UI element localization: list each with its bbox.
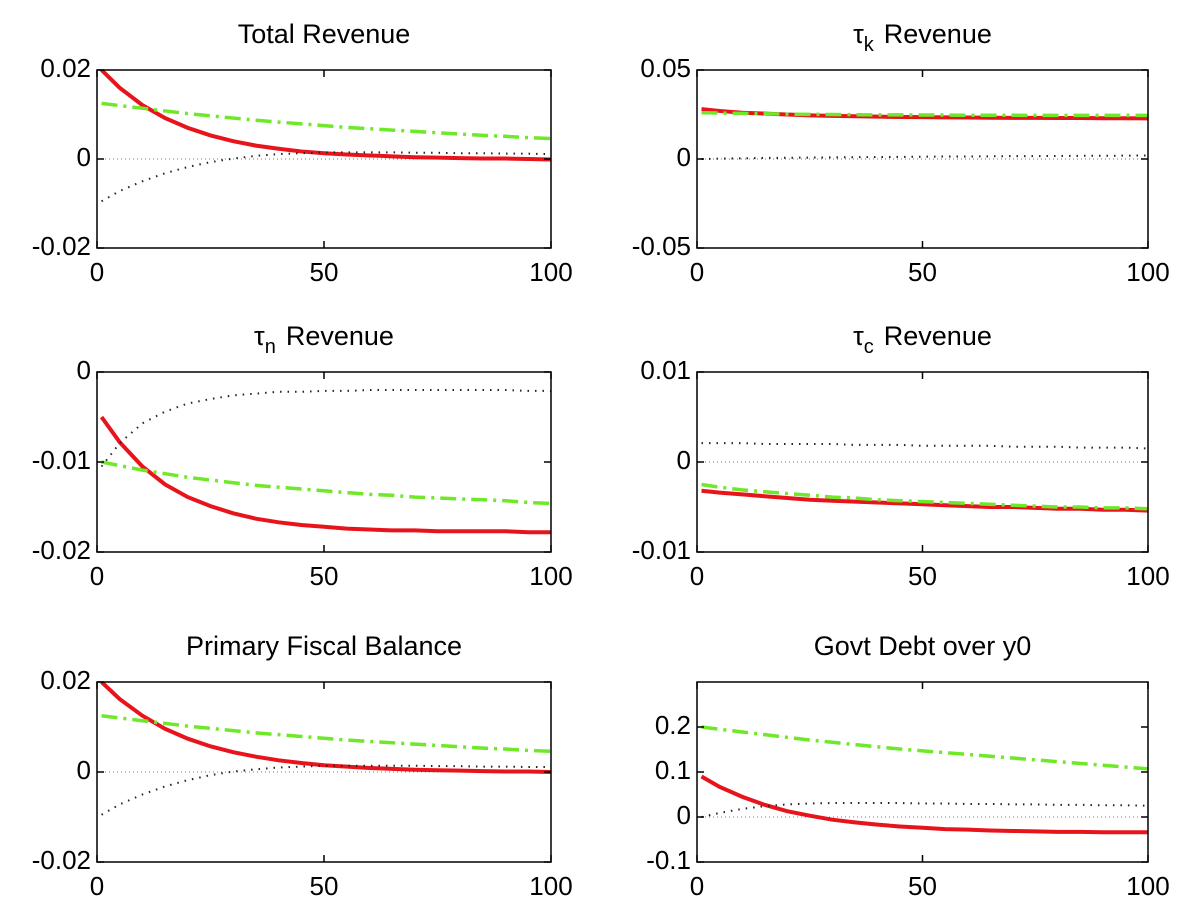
subplot-title: τk Revenue (853, 19, 992, 56)
y-tick-label: 0 (77, 755, 91, 785)
x-tick-label: 0 (690, 561, 704, 591)
y-tick-label: -0.01 (32, 445, 91, 475)
line-series (701, 488, 1148, 513)
y-tick-label: -0.02 (32, 231, 91, 261)
title-symbol: τ (853, 19, 864, 49)
y-tick-label: 0.1 (655, 755, 691, 785)
title-subscript: n (265, 336, 276, 358)
y-tick-label: 0 (77, 142, 91, 172)
y-tick-label: 0 (677, 142, 691, 172)
y-tick-label: -0.01 (632, 535, 691, 565)
y-tick-label: 0.2 (655, 710, 691, 740)
title-subscript: k (864, 34, 875, 56)
x-tick-label: 100 (1126, 257, 1169, 287)
y-tick-label: -0.02 (32, 845, 91, 875)
plot-area (97, 372, 551, 552)
y-tick-label: 0 (677, 800, 691, 830)
line-series (100, 682, 551, 774)
x-tick-label: 0 (90, 561, 104, 591)
line-series (701, 482, 1148, 511)
line-series (100, 70, 551, 162)
subplot-title: Primary Fiscal Balance (186, 631, 462, 661)
y-tick-label: 0 (677, 445, 691, 475)
x-tick-label: 100 (1126, 561, 1169, 591)
line-series (700, 774, 1148, 835)
subplot: Govt Debt over y0-0.100.10.20 50 100 (646, 631, 1170, 901)
title-symbol: τ (254, 321, 265, 351)
x-tick-label: 0 (690, 871, 704, 901)
x-tick-label: 50 (310, 871, 339, 901)
line-series (101, 101, 551, 141)
line-series (100, 389, 551, 468)
title-symbol: τ (853, 321, 864, 351)
y-tick-label: -0.02 (32, 535, 91, 565)
subplot-title: τc Revenue (853, 321, 992, 358)
x-tick-label: 100 (529, 871, 572, 901)
y-tick-label: 0 (77, 355, 91, 385)
y-tick-label: 0.02 (40, 665, 91, 695)
line-series (701, 725, 1148, 771)
x-tick-label: 100 (529, 561, 572, 591)
plot-area (697, 682, 1148, 862)
line-series (101, 714, 551, 754)
y-tick-label: 0.01 (640, 355, 691, 385)
x-tick-label: 100 (529, 257, 572, 287)
line-series (701, 110, 1148, 118)
y-tick-label: -0.05 (632, 231, 691, 261)
line-series (99, 415, 551, 535)
title-text: Revenue (884, 19, 992, 49)
line-series (101, 460, 551, 506)
title-text: Revenue (884, 321, 992, 351)
subplot-title: τn Revenue (254, 321, 394, 358)
x-tick-label: 50 (310, 257, 339, 287)
y-tick-label: 0.05 (640, 53, 691, 83)
x-tick-label: 50 (908, 257, 937, 287)
title-subscript: c (864, 336, 874, 358)
x-tick-label: 50 (908, 871, 937, 901)
x-tick-label: 0 (90, 871, 104, 901)
title-text: Revenue (286, 321, 394, 351)
plot-area (697, 372, 1148, 552)
subplot-title: Total Revenue (238, 19, 411, 49)
x-tick-label: 50 (310, 561, 339, 591)
x-tick-label: 100 (1126, 871, 1169, 901)
x-tick-label: 0 (690, 257, 704, 287)
x-tick-label: 50 (908, 561, 937, 591)
subplot: τn Revenue -0.02 -0.01 0 0 50 100 (32, 321, 573, 591)
y-tick-label: -0.1 (646, 845, 691, 875)
subplot-title: Govt Debt over y0 (814, 631, 1032, 661)
x-tick-label: 0 (90, 257, 104, 287)
y-tick-label: 0.02 (40, 53, 91, 83)
plot-area (697, 70, 1148, 248)
